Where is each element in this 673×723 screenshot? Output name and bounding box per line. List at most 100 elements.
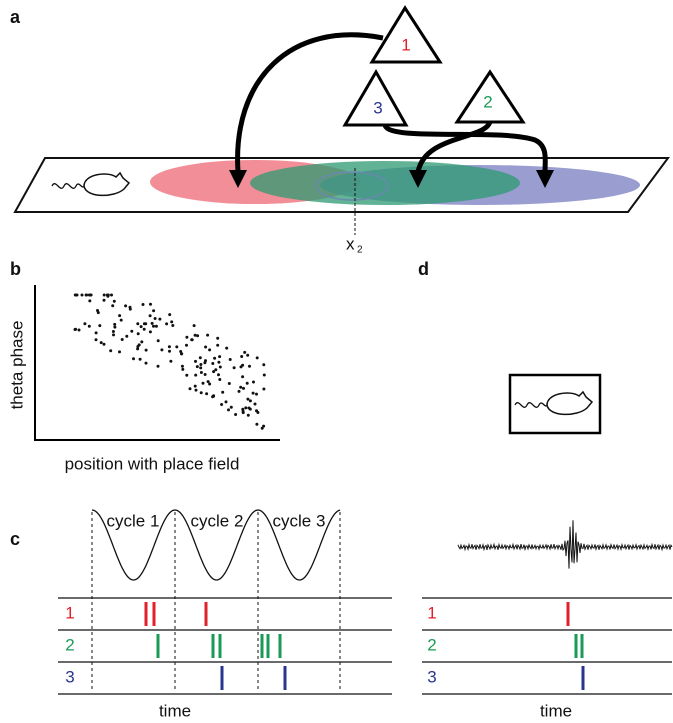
neuron-1: [369, 5, 443, 64]
scatter-dot: [216, 336, 220, 340]
scatter-dot: [110, 293, 113, 297]
scatter-dot: [225, 346, 229, 350]
scatter-dot: [99, 341, 103, 345]
scatter-dot: [185, 373, 189, 377]
scatter-dot: [252, 380, 255, 384]
x-axis-label: time: [540, 701, 572, 720]
scatter-dot: [112, 299, 116, 303]
position-label: x: [346, 234, 355, 253]
scatter-dot: [255, 422, 259, 426]
scatter-dot: [199, 371, 203, 374]
scatter-dot: [221, 390, 225, 394]
scatter-dot: [246, 413, 250, 417]
scatter-dot: [239, 365, 243, 369]
cycle-label: cycle 2: [191, 511, 244, 530]
scatter-dot: [214, 368, 218, 372]
row-label: 3: [427, 667, 436, 686]
scatter-dot: [179, 350, 183, 353]
scatter-dot: [244, 406, 248, 410]
row-label: 2: [427, 635, 436, 654]
scatter-dot: [206, 380, 210, 384]
scatter-dot: [77, 328, 81, 332]
scatter-dot: [87, 324, 91, 328]
scatter-dot: [142, 327, 146, 331]
scatter-dot: [180, 352, 184, 356]
scatter-dot: [148, 330, 152, 334]
scatter-dot: [224, 400, 228, 404]
scatter-dot: [112, 333, 115, 337]
scatter-dot: [194, 373, 198, 377]
scatter-dot: [167, 345, 171, 349]
scatter-dot: [201, 381, 205, 385]
scatter-dot: [248, 364, 251, 368]
projection-arrow: [415, 120, 493, 173]
scatter-dot: [154, 324, 158, 328]
y-axis-label: theta phase: [7, 321, 26, 410]
theta-wave: [91, 509, 341, 581]
scatter-dot: [227, 382, 231, 385]
scatter-dot: [253, 402, 257, 406]
scatter-dot: [106, 293, 110, 297]
scatter-dot: [199, 363, 203, 366]
scatter-dot: [138, 357, 142, 361]
scatter-dot: [262, 363, 266, 367]
scatter-dot: [136, 322, 140, 326]
scatter-dot: [113, 322, 117, 326]
scatter-dot: [188, 387, 192, 391]
scatter-dot: [241, 375, 245, 379]
scatter-dot: [136, 332, 140, 336]
scatter-dot: [193, 384, 197, 388]
scatter-dot: [74, 327, 78, 331]
panel-label: a: [10, 7, 21, 27]
scatter-dot: [255, 356, 259, 360]
scatter-dot: [132, 357, 135, 361]
scatter-dot: [175, 345, 179, 349]
scatter-dot: [255, 392, 258, 396]
scatter-dot: [160, 348, 164, 352]
ripple-trace: [457, 520, 673, 569]
scatter-dot: [243, 350, 247, 354]
scatter-dot: [139, 325, 143, 329]
row-label: 2: [65, 635, 74, 654]
arrowhead: [229, 170, 247, 188]
scatter-dot: [217, 373, 220, 377]
scatter-dot: [153, 317, 157, 320]
scatter-dot: [171, 324, 175, 327]
scatter-dot: [85, 293, 89, 297]
scatter-dot: [149, 302, 152, 306]
neuron-2: [454, 69, 526, 124]
panel-label: b: [10, 259, 21, 279]
scatter-dot: [152, 309, 156, 313]
scatter-dot: [168, 349, 171, 353]
scatter-dot: [136, 345, 140, 348]
scatter-dot: [73, 293, 77, 297]
scatter-dot: [88, 299, 92, 303]
neuron-3: [342, 68, 409, 127]
scatter-dot: [142, 322, 146, 326]
scatter-dot: [218, 365, 222, 369]
scatter-dot: [241, 411, 245, 415]
panel-label: c: [10, 529, 20, 549]
scatter-dot: [211, 362, 215, 365]
scatter-dot: [241, 407, 245, 411]
scatter-dot: [152, 324, 155, 328]
scatter-dot: [130, 329, 134, 333]
scatter-dot: [144, 361, 148, 365]
arrowhead: [409, 170, 427, 188]
scatter-dot: [193, 333, 197, 337]
scatter-dot: [213, 356, 217, 360]
scatter-dot: [111, 304, 115, 308]
scatter-dot: [170, 320, 174, 324]
scatter-dot: [246, 397, 250, 401]
scatter-dot: [120, 338, 124, 341]
scatter-dot: [220, 403, 224, 406]
scatter-dot: [83, 322, 87, 326]
scatter-dot: [204, 359, 207, 363]
scatter-dot: [203, 373, 207, 376]
scatter-dot: [212, 394, 215, 398]
scatter-dot: [218, 355, 222, 359]
cycle-label: cycle 1: [107, 511, 160, 530]
scatter-dot: [196, 334, 200, 338]
scatter-dot: [198, 356, 202, 360]
scatter-dot: [260, 426, 264, 430]
